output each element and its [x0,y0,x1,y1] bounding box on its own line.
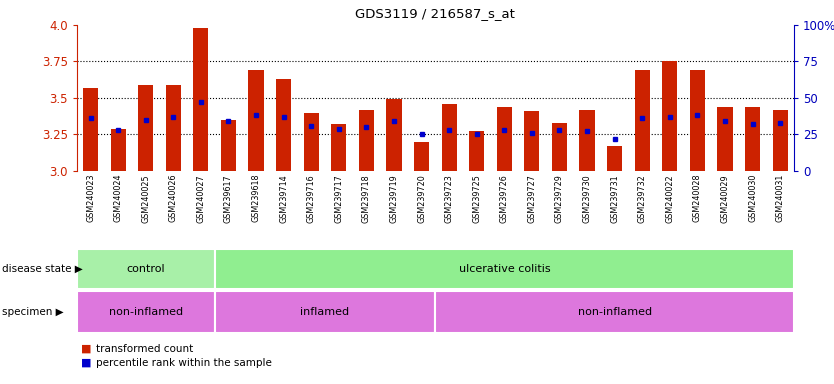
Text: specimen ▶: specimen ▶ [2,307,63,317]
Text: GSM240027: GSM240027 [196,174,205,223]
Text: percentile rank within the sample: percentile rank within the sample [96,358,272,368]
Text: GSM239732: GSM239732 [638,174,646,223]
Bar [77,248,214,289]
Text: GDS3119 / 216587_s_at: GDS3119 / 216587_s_at [355,7,515,20]
Text: GSM240022: GSM240022 [666,174,675,223]
Text: ■: ■ [81,358,92,368]
Text: GSM239730: GSM239730 [583,174,591,223]
Bar [525,111,540,171]
Bar [214,291,435,333]
Text: ulcerative colitis: ulcerative colitis [459,264,550,274]
Bar [138,85,153,171]
Bar [77,291,214,333]
Text: GSM240023: GSM240023 [86,174,95,222]
Text: GSM239729: GSM239729 [555,174,564,223]
Text: GSM240024: GSM240024 [113,174,123,222]
Text: GSM239720: GSM239720 [417,174,426,223]
Bar [497,107,512,171]
Bar [249,70,264,171]
Text: GSM239719: GSM239719 [389,174,399,223]
Text: GSM239618: GSM239618 [252,174,260,222]
Text: inflamed: inflamed [300,307,349,317]
Bar [214,248,794,289]
Bar [580,109,595,171]
Text: GSM240028: GSM240028 [693,174,702,222]
Text: GSM239718: GSM239718 [362,174,371,223]
Bar [221,120,236,171]
Text: GSM240026: GSM240026 [168,174,178,222]
Bar [386,99,401,171]
Bar [607,146,622,171]
Bar [690,70,705,171]
Bar [745,107,760,171]
Text: control: control [127,264,165,274]
Bar [470,131,485,171]
Bar [83,88,98,171]
Text: GSM240030: GSM240030 [748,174,757,222]
Text: GSM240025: GSM240025 [141,174,150,223]
Text: non-inflamed: non-inflamed [578,307,651,317]
Text: GSM239716: GSM239716 [307,174,316,223]
Bar [441,104,457,171]
Text: GSM239731: GSM239731 [610,174,619,223]
Bar [717,107,732,171]
Bar [304,113,319,171]
Bar [552,123,567,171]
Bar [772,109,788,171]
Bar [435,291,794,333]
Text: GSM239714: GSM239714 [279,174,288,223]
Bar [662,61,677,171]
Text: GSM240029: GSM240029 [721,174,730,223]
Text: GSM239723: GSM239723 [445,174,454,223]
Text: ■: ■ [81,344,92,354]
Bar [635,70,650,171]
Text: GSM239617: GSM239617 [224,174,233,223]
Text: GSM239727: GSM239727 [527,174,536,223]
Text: disease state ▶: disease state ▶ [2,264,83,274]
Text: non-inflamed: non-inflamed [108,307,183,317]
Text: GSM239725: GSM239725 [472,174,481,223]
Bar [359,109,374,171]
Text: transformed count: transformed count [96,344,193,354]
Bar [331,124,346,171]
Text: GSM239717: GSM239717 [334,174,344,223]
Text: GSM240031: GSM240031 [776,174,785,222]
Bar [193,28,208,171]
Bar [276,79,291,171]
Bar [414,142,430,171]
Text: GSM239726: GSM239726 [500,174,509,223]
Bar [111,129,126,171]
Bar [166,85,181,171]
